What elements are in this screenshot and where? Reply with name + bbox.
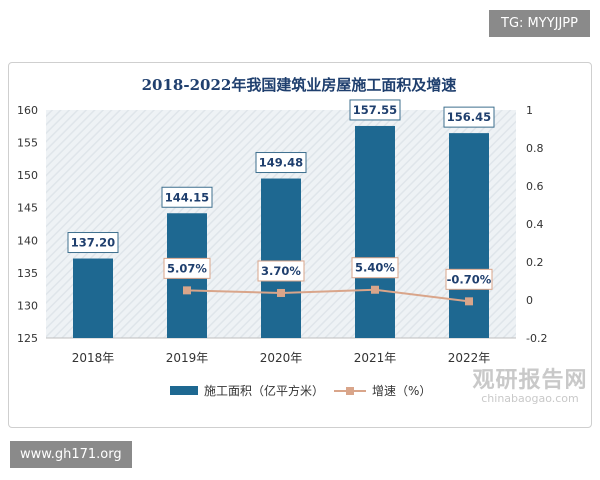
x-tick-label: 2020年 (260, 351, 303, 365)
bar (261, 178, 301, 338)
bar-data-label: 156.45 (447, 110, 491, 124)
line-point (277, 288, 285, 297)
line-point (465, 297, 473, 306)
y-right-tick-label: 0.6 (526, 180, 544, 193)
legend-label-line: 增速（%） (372, 384, 431, 398)
line-label-box (351, 257, 399, 279)
brand-cn: 观研报告网 (472, 368, 588, 393)
line-label-box (445, 268, 493, 290)
chart-title: 2018-2022年我国建筑业房屋施工面积及增速 (141, 76, 457, 94)
y-left-tick-label: 160 (17, 104, 38, 117)
bar-label-box (443, 106, 495, 128)
bar (355, 125, 395, 339)
line-point (371, 285, 379, 294)
y-left-tick-label: 145 (17, 202, 38, 215)
bar-data-label: 144.15 (165, 190, 209, 204)
bar-data-label: 149.48 (259, 156, 303, 170)
bar-data-label: 137.20 (71, 236, 115, 250)
brand-watermark: 观研报告网 chinabaogao.com (470, 362, 590, 405)
y-right-tick-label: 0.4 (526, 218, 544, 231)
legend-swatch-bar (170, 386, 198, 395)
y-left-tick-label: 150 (17, 169, 38, 182)
line-data-label: 5.07% (167, 261, 207, 275)
watermark-bottom: www.gh171.org (10, 441, 132, 468)
y-left-tick-label: 140 (17, 234, 38, 247)
y-right-tick-label: 0 (526, 294, 533, 307)
x-tick-label: 2018年 (72, 351, 115, 365)
line-data-label: -0.70% (447, 272, 492, 286)
y-right-tick-label: -0.2 (526, 332, 547, 345)
y-right-tick-label: 1 (526, 104, 533, 117)
x-tick-label: 2021年 (354, 351, 397, 365)
watermark-top: TG: MYYJJPP (489, 10, 590, 37)
y-right-tick-label: 0.2 (526, 256, 544, 269)
bar (73, 258, 113, 338)
bar (449, 133, 489, 338)
growth-line (186, 288, 470, 303)
brand-en: chinabaogao.com (481, 392, 579, 405)
bar-label-box (67, 232, 119, 254)
bar-label-box (161, 186, 213, 208)
legend-label-bar: 施工面积（亿平方米） (204, 383, 324, 398)
y-right-tick-label: 0.8 (526, 142, 544, 155)
y-left-tick-label: 135 (17, 267, 38, 280)
legend-swatch-marker (346, 387, 354, 395)
line-data-label: 5.40% (355, 261, 395, 275)
x-tick-label: 2022年 (448, 351, 491, 365)
line-point (183, 286, 191, 295)
y-left-tick-label: 155 (17, 137, 38, 150)
x-tick-label: 2019年 (166, 351, 209, 365)
line-label-box (257, 260, 305, 282)
y-left-tick-label: 130 (17, 299, 38, 312)
bar-data-label: 157.55 (353, 103, 397, 117)
line-label-box (163, 257, 211, 279)
line-data-label: 3.70% (261, 264, 301, 278)
bar-label-box (255, 152, 307, 174)
bar-label-box (349, 99, 401, 121)
y-left-tick-label: 125 (17, 332, 38, 345)
